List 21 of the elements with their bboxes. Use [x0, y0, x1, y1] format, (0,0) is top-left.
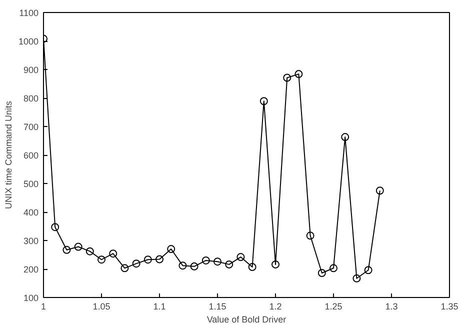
- x-tick-label: 1.25: [324, 302, 342, 312]
- y-tick-label: 500: [23, 179, 39, 189]
- y-tick-label: 300: [23, 236, 39, 246]
- x-tick-label: 1.3: [385, 302, 398, 312]
- x-tick-label: 1.15: [208, 302, 226, 312]
- x-axis-title: Value of Bold Driver: [206, 314, 286, 324]
- x-tick-label: 1.05: [92, 302, 110, 312]
- y-axis-title: UNIX time Command Units: [3, 100, 14, 210]
- y-tick-label: 400: [23, 208, 39, 218]
- y-tick-label: 900: [23, 65, 39, 75]
- y-tick-label: 200: [23, 264, 39, 274]
- y-tick-label: 700: [23, 122, 39, 132]
- x-tick-label: 1.1: [153, 302, 166, 312]
- y-tick-label: 1000: [18, 36, 39, 46]
- y-tick-label: 600: [23, 150, 39, 160]
- y-tick-label: 1100: [19, 8, 39, 18]
- y-tick-label: 800: [23, 94, 39, 104]
- y-tick-label: 100: [23, 293, 39, 303]
- x-tick-label: 1: [40, 302, 46, 312]
- x-tick-label: 1.35: [440, 302, 458, 312]
- x-tick-label: 1.2: [269, 302, 282, 312]
